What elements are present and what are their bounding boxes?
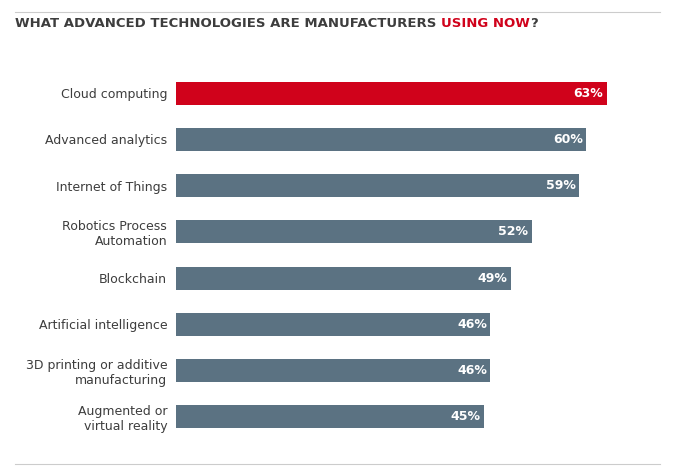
Bar xyxy=(176,359,491,382)
Text: 52%: 52% xyxy=(498,226,528,238)
Bar xyxy=(176,220,531,243)
Text: 45%: 45% xyxy=(450,410,480,424)
Bar xyxy=(176,81,607,105)
Text: 60%: 60% xyxy=(553,133,583,146)
Bar xyxy=(176,128,587,151)
Text: 46%: 46% xyxy=(457,364,487,377)
Bar xyxy=(176,174,579,197)
Text: USING NOW: USING NOW xyxy=(441,17,530,30)
Text: ?: ? xyxy=(530,17,537,30)
Bar xyxy=(176,405,483,429)
Text: 49%: 49% xyxy=(478,272,508,285)
Text: 63%: 63% xyxy=(574,87,603,100)
Bar xyxy=(176,313,491,336)
Bar xyxy=(176,267,511,290)
Text: 46%: 46% xyxy=(457,318,487,331)
Text: 59%: 59% xyxy=(546,179,576,192)
Text: WHAT ADVANCED TECHNOLOGIES ARE MANUFACTURERS: WHAT ADVANCED TECHNOLOGIES ARE MANUFACTU… xyxy=(15,17,441,30)
